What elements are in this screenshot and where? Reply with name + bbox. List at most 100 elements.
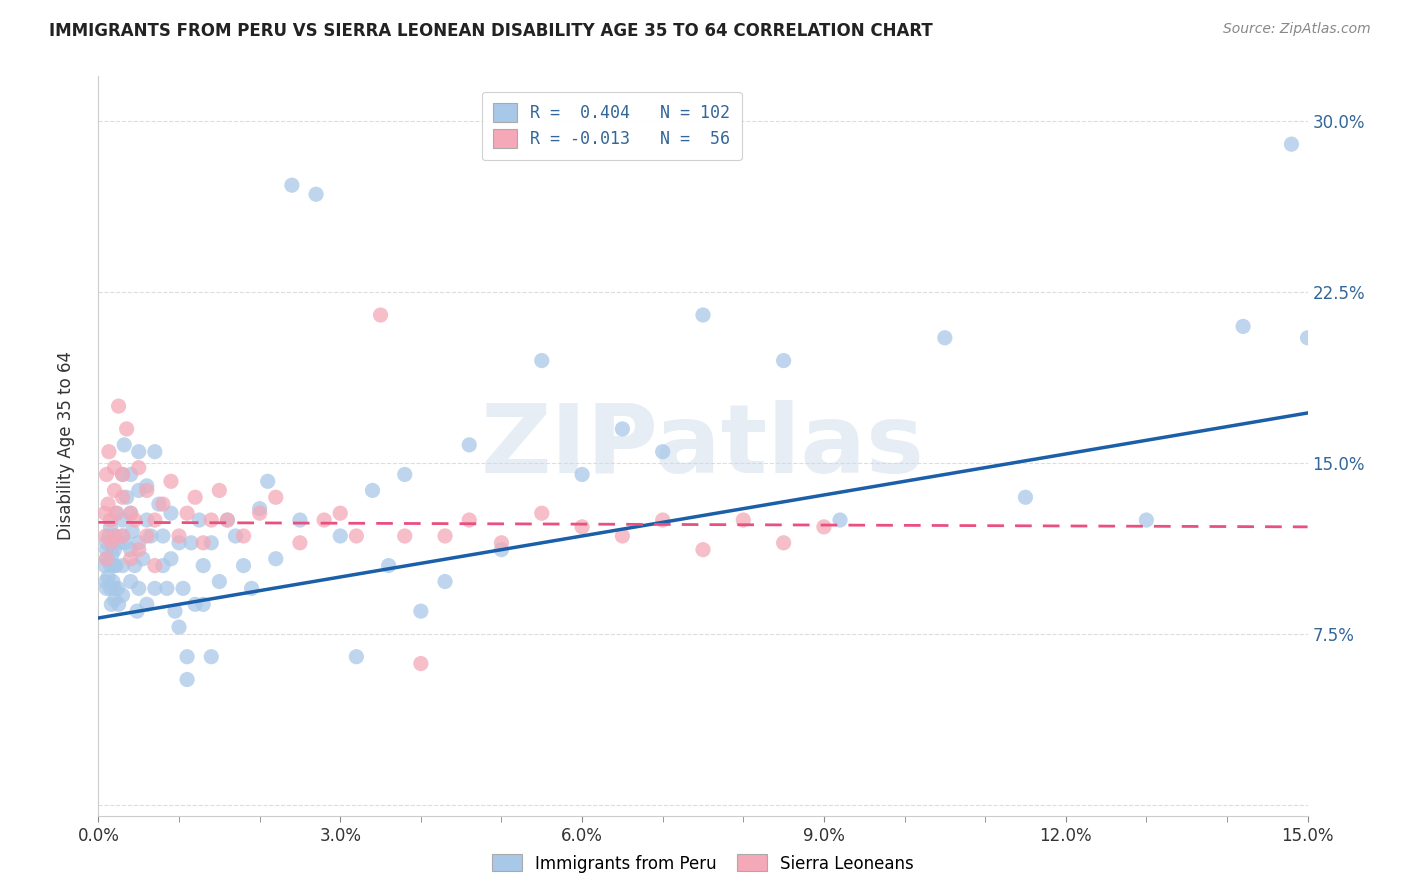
Point — [571, 467, 593, 482]
Point — [107, 582, 129, 596]
Point — [100, 513, 122, 527]
Y-axis label: Disability Age 35 to 64: Disability Age 35 to 64 — [56, 351, 75, 541]
Point — [176, 506, 198, 520]
Point — [120, 542, 142, 557]
Point — [135, 483, 157, 498]
Point — [167, 536, 190, 550]
Point — [111, 588, 134, 602]
Point — [96, 551, 118, 566]
Point — [200, 513, 222, 527]
Point — [111, 467, 134, 482]
Point — [612, 422, 634, 436]
Point — [111, 529, 134, 543]
Point — [530, 506, 553, 520]
Point — [143, 513, 166, 527]
Point — [571, 520, 593, 534]
Point — [111, 467, 134, 482]
Point — [107, 597, 129, 611]
Point — [305, 187, 328, 202]
Point — [100, 520, 122, 534]
Point — [135, 529, 157, 543]
Point — [193, 558, 215, 573]
Point — [132, 551, 155, 566]
Point — [96, 582, 118, 596]
Point — [121, 524, 143, 539]
Point — [160, 506, 183, 520]
Point — [314, 513, 336, 527]
Point — [281, 178, 304, 193]
Text: IMMIGRANTS FROM PERU VS SIERRA LEONEAN DISABILITY AGE 35 TO 64 CORRELATION CHART: IMMIGRANTS FROM PERU VS SIERRA LEONEAN D… — [49, 22, 934, 40]
Point — [249, 506, 271, 520]
Point — [1014, 490, 1036, 504]
Point — [139, 529, 162, 543]
Point — [96, 536, 118, 550]
Point — [692, 308, 714, 322]
Point — [143, 558, 166, 573]
Point — [143, 582, 166, 596]
Point — [264, 551, 287, 566]
Point — [100, 558, 122, 573]
Point — [828, 513, 851, 527]
Point — [148, 497, 170, 511]
Point — [377, 558, 399, 573]
Point — [128, 536, 150, 550]
Point — [612, 529, 634, 543]
Point — [394, 529, 416, 543]
Point — [217, 513, 239, 527]
Point — [115, 490, 138, 504]
Point — [97, 529, 120, 543]
Point — [112, 438, 135, 452]
Point — [97, 570, 120, 584]
Text: Source: ZipAtlas.com: Source: ZipAtlas.com — [1223, 22, 1371, 37]
Point — [264, 490, 287, 504]
Point — [1135, 513, 1157, 527]
Point — [152, 558, 174, 573]
Point — [94, 574, 117, 589]
Point — [94, 506, 117, 520]
Point — [188, 513, 211, 527]
Point — [97, 497, 120, 511]
Point — [217, 513, 239, 527]
Point — [111, 490, 134, 504]
Text: ZIPatlas: ZIPatlas — [481, 400, 925, 492]
Point — [156, 582, 179, 596]
Point — [115, 422, 138, 436]
Point — [152, 497, 174, 511]
Point — [160, 551, 183, 566]
Point — [329, 529, 352, 543]
Point — [208, 483, 231, 498]
Point — [135, 479, 157, 493]
Point — [107, 399, 129, 413]
Point — [288, 513, 311, 527]
Point — [167, 529, 190, 543]
Point — [100, 536, 122, 550]
Point — [772, 536, 794, 550]
Point — [200, 649, 222, 664]
Point — [651, 444, 673, 458]
Point — [94, 529, 117, 543]
Point — [94, 558, 117, 573]
Point — [934, 331, 956, 345]
Point — [733, 513, 755, 527]
Legend: R =  0.404   N = 102, R = -0.013   N =  56: R = 0.404 N = 102, R = -0.013 N = 56 — [482, 92, 741, 160]
Point — [120, 506, 142, 520]
Point — [107, 536, 129, 550]
Point — [1296, 331, 1319, 345]
Point — [111, 558, 134, 573]
Point — [124, 558, 146, 573]
Point — [180, 536, 202, 550]
Point — [103, 542, 125, 557]
Legend: Immigrants from Peru, Sierra Leoneans: Immigrants from Peru, Sierra Leoneans — [485, 847, 921, 880]
Point — [120, 467, 142, 482]
Point — [101, 574, 124, 589]
Point — [135, 597, 157, 611]
Point — [329, 506, 352, 520]
Point — [96, 467, 118, 482]
Point — [344, 529, 367, 543]
Point — [163, 604, 186, 618]
Point — [344, 649, 367, 664]
Point — [249, 501, 271, 516]
Point — [135, 513, 157, 527]
Point — [120, 506, 142, 520]
Point — [184, 597, 207, 611]
